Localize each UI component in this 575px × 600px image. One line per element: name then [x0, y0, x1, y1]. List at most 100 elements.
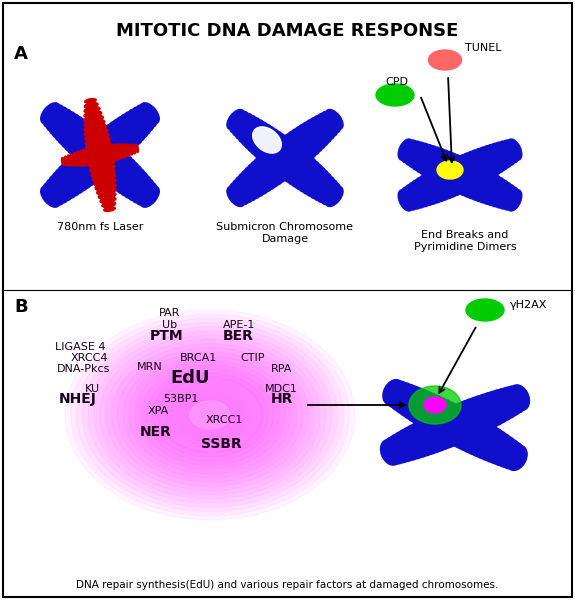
Ellipse shape: [280, 149, 307, 180]
Ellipse shape: [81, 143, 109, 175]
Ellipse shape: [102, 202, 116, 208]
Ellipse shape: [238, 118, 260, 143]
Ellipse shape: [283, 134, 310, 164]
Ellipse shape: [175, 390, 245, 440]
Ellipse shape: [462, 165, 484, 197]
Ellipse shape: [123, 352, 297, 478]
Ellipse shape: [439, 154, 462, 187]
Ellipse shape: [458, 163, 481, 196]
Ellipse shape: [443, 161, 466, 194]
Ellipse shape: [67, 155, 95, 186]
Ellipse shape: [227, 187, 244, 206]
Ellipse shape: [381, 440, 401, 465]
Ellipse shape: [503, 187, 519, 210]
Ellipse shape: [132, 144, 136, 154]
Ellipse shape: [86, 145, 112, 155]
Ellipse shape: [109, 145, 116, 161]
Ellipse shape: [129, 356, 291, 474]
Ellipse shape: [77, 146, 106, 178]
Ellipse shape: [41, 187, 60, 207]
Ellipse shape: [426, 413, 454, 449]
Ellipse shape: [425, 171, 446, 202]
Ellipse shape: [100, 197, 116, 203]
Ellipse shape: [74, 149, 102, 181]
Ellipse shape: [421, 173, 442, 203]
Ellipse shape: [98, 192, 116, 199]
Ellipse shape: [87, 150, 113, 160]
Ellipse shape: [85, 98, 96, 103]
Ellipse shape: [67, 124, 95, 154]
Ellipse shape: [242, 119, 264, 146]
Ellipse shape: [270, 141, 297, 172]
Ellipse shape: [87, 137, 116, 170]
Ellipse shape: [46, 179, 68, 203]
Ellipse shape: [85, 128, 108, 137]
Ellipse shape: [401, 140, 417, 163]
Ellipse shape: [470, 169, 492, 200]
Ellipse shape: [482, 431, 508, 462]
Text: Submicron Chromosome
Damage: Submicron Chromosome Damage: [217, 222, 354, 244]
Ellipse shape: [473, 425, 500, 458]
Ellipse shape: [64, 159, 91, 188]
Ellipse shape: [486, 178, 505, 206]
Ellipse shape: [244, 167, 268, 194]
Ellipse shape: [82, 149, 88, 166]
Ellipse shape: [408, 422, 435, 456]
Ellipse shape: [152, 373, 268, 457]
Ellipse shape: [76, 152, 81, 166]
Ellipse shape: [122, 144, 127, 157]
Ellipse shape: [507, 445, 527, 470]
Ellipse shape: [52, 172, 76, 199]
Ellipse shape: [428, 50, 462, 70]
Ellipse shape: [478, 147, 499, 177]
Ellipse shape: [405, 141, 421, 165]
Text: PAR: PAR: [159, 308, 181, 318]
Ellipse shape: [90, 148, 97, 165]
Ellipse shape: [302, 122, 326, 149]
Ellipse shape: [254, 129, 279, 158]
Ellipse shape: [88, 155, 114, 164]
Ellipse shape: [146, 369, 274, 461]
Text: MDC1: MDC1: [265, 384, 298, 394]
Text: EdU: EdU: [170, 369, 209, 387]
Ellipse shape: [84, 115, 103, 122]
Ellipse shape: [398, 386, 423, 416]
Ellipse shape: [49, 176, 72, 200]
Ellipse shape: [421, 416, 449, 451]
Ellipse shape: [112, 144, 118, 160]
Ellipse shape: [454, 156, 477, 188]
Ellipse shape: [132, 107, 154, 131]
Ellipse shape: [404, 425, 430, 457]
Ellipse shape: [439, 163, 462, 196]
Ellipse shape: [413, 394, 441, 427]
Ellipse shape: [325, 187, 343, 206]
Ellipse shape: [478, 428, 504, 460]
Ellipse shape: [98, 129, 126, 161]
Ellipse shape: [250, 161, 275, 190]
Ellipse shape: [91, 143, 120, 175]
Ellipse shape: [55, 169, 80, 196]
Text: HR: HR: [271, 392, 293, 406]
Ellipse shape: [242, 170, 264, 196]
Ellipse shape: [187, 398, 233, 432]
Ellipse shape: [227, 109, 244, 130]
Ellipse shape: [263, 149, 290, 180]
Ellipse shape: [418, 146, 438, 175]
Ellipse shape: [411, 180, 430, 207]
Ellipse shape: [499, 185, 515, 209]
Ellipse shape: [58, 116, 83, 145]
Ellipse shape: [428, 150, 450, 181]
Ellipse shape: [41, 103, 60, 124]
Ellipse shape: [116, 144, 121, 160]
Ellipse shape: [438, 406, 467, 442]
Ellipse shape: [76, 319, 343, 512]
Ellipse shape: [474, 148, 495, 179]
Ellipse shape: [94, 146, 101, 164]
Ellipse shape: [497, 439, 520, 467]
Ellipse shape: [287, 155, 313, 185]
Ellipse shape: [65, 310, 355, 520]
Ellipse shape: [386, 381, 408, 407]
Ellipse shape: [400, 427, 426, 459]
Ellipse shape: [71, 314, 349, 516]
Ellipse shape: [460, 418, 489, 452]
